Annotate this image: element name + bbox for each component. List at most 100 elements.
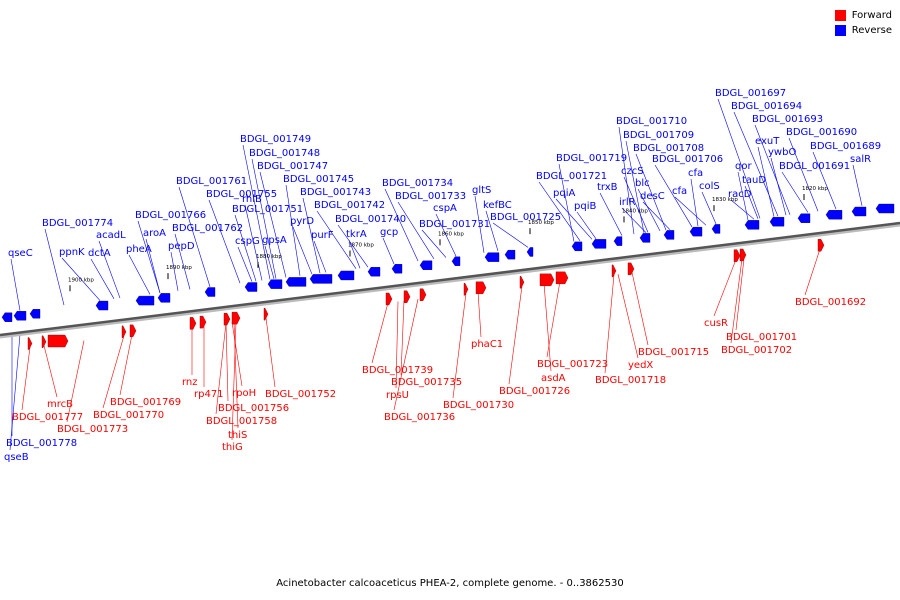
axis-line — [0, 221, 900, 337]
reverse-gene-label: pepD — [168, 241, 195, 252]
reverse-label-line — [348, 239, 361, 269]
reverse-label-line — [251, 158, 277, 279]
reverse-gene-label: BDGL_001766 — [135, 210, 206, 221]
forward-gene-arrow — [27, 337, 33, 350]
reverse-gene-label: BDGL_001725 — [490, 212, 561, 223]
gene-arrows — [1, 203, 895, 350]
reverse-gene-label: blc — [635, 178, 650, 189]
forward-label-line — [265, 317, 276, 388]
reverse-gene-label: BDGL_001743 — [300, 187, 371, 198]
reverse-label-line — [292, 226, 313, 275]
reverse-gene-arrow — [851, 206, 867, 217]
forward-gene-label: BDGL_001718 — [595, 375, 666, 386]
reverse-label-line — [717, 98, 761, 219]
reverse-label-line — [623, 176, 649, 233]
forward-label-line — [508, 286, 523, 385]
forward-gene-arrow — [463, 283, 469, 296]
forward-label-line — [477, 291, 482, 338]
reverse-gene-arrow — [337, 270, 355, 281]
forward-gene-label: yedX — [628, 360, 653, 371]
reverse-gene-arrow — [29, 309, 41, 319]
forward-gene-arrow — [223, 312, 231, 326]
forward-gene-label: thiS — [228, 430, 247, 441]
reverse-gene-label: BDGL_001733 — [395, 191, 466, 202]
forward-label-line — [43, 345, 58, 398]
reverse-gene-label: czcS — [621, 166, 644, 177]
tick-label: 1830 kbp — [712, 197, 738, 203]
forward-gene-label: BDGL_001773 — [57, 424, 128, 435]
reverse-gene-arrow — [526, 247, 534, 257]
legend-forward: Forward — [834, 8, 892, 23]
reverse-label-line — [313, 240, 327, 273]
forward-label-line — [119, 334, 133, 396]
tick-label: 1820 kbp — [802, 186, 828, 192]
forward-gene-label: BDGL_001756 — [218, 403, 289, 414]
forward-gene-label: mrcB — [47, 399, 73, 410]
reverse-gene-label: BDGL_001693 — [752, 114, 823, 125]
reverse-gene-label: BDGL_001719 — [556, 153, 627, 164]
forward-gene-arrow — [41, 335, 47, 348]
forward-label-line — [604, 274, 615, 374]
reverse-gene-arrow — [135, 295, 155, 306]
reverse-gene-arrow — [309, 274, 333, 284]
forward-gene-label: rnz — [182, 377, 198, 388]
reverse-gene-arrow — [689, 226, 703, 237]
reverse-gene-arrow — [663, 230, 675, 240]
reverse-gene-arrow — [825, 210, 843, 220]
reverse-gene-label: gcp — [380, 227, 398, 238]
reverse-gene-label: kefBC — [483, 200, 512, 211]
forward-gene-arrow — [627, 262, 635, 276]
reverse-gene-label: gltS — [472, 185, 491, 196]
forward-gene-arrow — [539, 273, 555, 287]
reverse-gene-label: BDGL_001749 — [240, 134, 311, 145]
reverse-gene-label: cspG — [235, 236, 260, 247]
forward-gene-label: BDGL_001769 — [110, 397, 181, 408]
reverse-label-line — [733, 111, 779, 217]
reverse-gene-label: tkrA — [346, 229, 367, 240]
reverse-gene-arrow — [451, 256, 461, 266]
reverse-label-line — [384, 188, 419, 262]
forward-gene-arrow — [47, 334, 69, 348]
reverse-label-line — [618, 126, 635, 235]
reverse-label-line — [642, 201, 671, 230]
reverse-gene-label: BDGL_001690 — [786, 127, 857, 138]
reverse-label-line — [744, 185, 759, 219]
reverse-gene-label: exuT — [755, 136, 780, 147]
reverse-gene-arrow — [1, 312, 13, 322]
reverse-label-line — [730, 199, 755, 220]
reverse-bottom-label: BDGL_001778 — [6, 438, 77, 449]
forward-gene-arrow — [817, 239, 825, 252]
forward-gene-arrow — [403, 290, 411, 303]
reverse-label-line — [781, 171, 809, 213]
tick-labels: 1900 kbp 1890 kbp 1880 kbp 1870 kbp 1860 kbp… — [68, 186, 828, 292]
forward-gene-arrow — [231, 311, 241, 325]
reverse-gene-label: BDGL_001731 — [419, 219, 490, 230]
reverse-label-line — [625, 140, 645, 233]
reverse-gene-arrow — [157, 293, 171, 303]
forward-gene-label: rp471 — [194, 389, 224, 400]
reverse-label-line — [674, 196, 707, 226]
reverse-label-line — [474, 195, 485, 253]
reverse-gene-label: BDGL_001742 — [314, 200, 385, 211]
reverse-label-line — [44, 228, 65, 306]
reverse-gene-label: colS — [699, 181, 720, 192]
reverse-gene-label: desC — [640, 191, 665, 202]
reverse-gene-label: BDGL_001708 — [633, 143, 704, 154]
reverse-gene-arrow — [875, 203, 895, 214]
forward-label-line — [66, 340, 85, 423]
reverse-gene-label: pqiA — [553, 188, 575, 199]
reverse-label-line — [635, 153, 667, 231]
reverse-gene-label: BDGL_001689 — [810, 141, 881, 152]
forward-gene-label: BDGL_001692 — [795, 297, 866, 308]
forward-label-line — [713, 259, 737, 317]
reverse-label-line — [754, 124, 791, 215]
forward-gene-arrow — [199, 315, 207, 329]
reverse-gene-label: BDGL_001721 — [536, 171, 607, 182]
forward-gene-label: BDGL_001739 — [362, 365, 433, 376]
forward-label-line — [804, 248, 821, 296]
reverse-gene-arrow — [769, 217, 785, 227]
reverse-gene-arrow — [95, 300, 109, 311]
reverse-label-line — [737, 171, 749, 221]
forward-gene-label: BDGL_001770 — [93, 410, 164, 421]
